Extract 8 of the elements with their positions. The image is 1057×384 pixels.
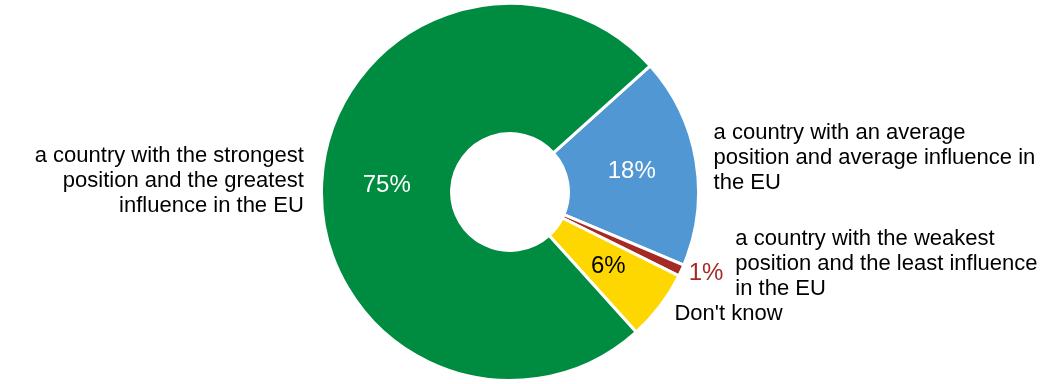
slice-label: a country with the weakest position and the least influence in the EU [735, 224, 1038, 300]
slice-label: a country with the strongest position and the greatest influence in the EU [34, 142, 304, 218]
data-label: 6% [591, 251, 626, 279]
data-label: 75% [362, 170, 411, 198]
data-label: 1% [688, 258, 724, 286]
slice-label: a country with an average position and average influence in the EU [713, 119, 1036, 195]
slice-label: Don't know [674, 300, 783, 326]
data-label: 18% [607, 156, 656, 184]
